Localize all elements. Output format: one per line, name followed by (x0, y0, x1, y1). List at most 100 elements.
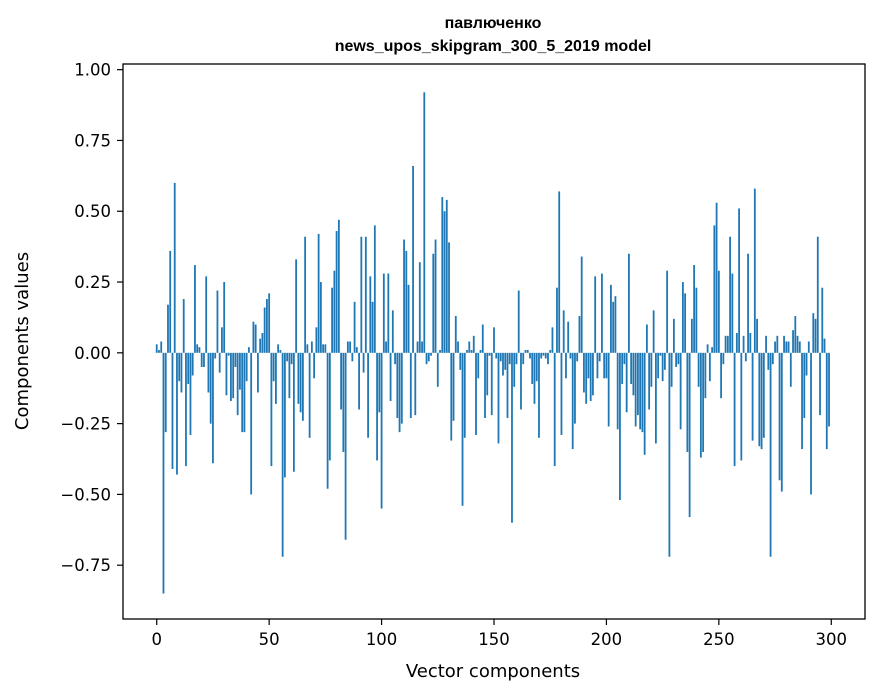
bar (535, 352, 538, 382)
bar (158, 349, 160, 353)
bar (430, 352, 432, 356)
bar (506, 352, 509, 418)
bar (666, 270, 669, 353)
bar (663, 352, 666, 370)
bar (394, 352, 396, 365)
bar (499, 352, 502, 362)
bar (187, 352, 190, 384)
bar (313, 352, 316, 379)
bar (178, 352, 181, 382)
bar (695, 287, 698, 353)
bar (540, 352, 543, 359)
bar (744, 352, 747, 362)
bar (223, 282, 226, 353)
bar (481, 324, 484, 353)
x-tick-label: 150 (478, 630, 510, 649)
bar (335, 231, 338, 353)
bar (661, 352, 664, 382)
x-axis-ticks: 0 50 100 150 200 250 300 (151, 619, 847, 649)
y-tick-label: 1.00 (74, 61, 111, 80)
bar (466, 349, 468, 353)
bar (738, 208, 740, 353)
bar (513, 352, 516, 387)
bar (349, 341, 351, 353)
bar (670, 352, 673, 387)
bar (266, 299, 268, 353)
bar (252, 321, 255, 353)
bar (607, 352, 610, 427)
bar (257, 352, 259, 393)
bar (717, 270, 720, 353)
bar (304, 236, 307, 353)
bar (558, 191, 561, 353)
bar (261, 333, 264, 353)
bar (412, 165, 414, 353)
bar (245, 352, 248, 382)
bar (713, 225, 716, 353)
bar (396, 352, 399, 418)
bar (720, 352, 722, 399)
bar (225, 352, 228, 396)
bar (652, 310, 655, 353)
bar (459, 352, 462, 370)
bar (598, 352, 601, 362)
bar (650, 352, 653, 387)
bar (484, 352, 486, 418)
bar (227, 352, 230, 356)
bar (493, 327, 495, 353)
bar (632, 352, 635, 396)
bar (807, 341, 810, 353)
bar (198, 347, 201, 353)
bar (522, 352, 525, 365)
bar (358, 352, 360, 410)
bar (704, 352, 707, 399)
bar (740, 352, 743, 461)
bar (549, 349, 552, 353)
bar (702, 352, 705, 452)
bar (155, 344, 158, 353)
bar (176, 352, 178, 475)
bar (470, 349, 473, 353)
bar (337, 219, 340, 353)
bar (317, 233, 320, 353)
bar (351, 352, 354, 362)
bar (630, 352, 633, 384)
bar (218, 352, 221, 373)
bar (553, 352, 556, 467)
bar (277, 344, 280, 353)
bar (524, 349, 527, 353)
bar (641, 352, 644, 433)
bar (414, 352, 417, 416)
bar (288, 352, 291, 399)
bar (634, 352, 637, 427)
bar (619, 352, 621, 501)
bar (362, 352, 365, 373)
bar (783, 335, 785, 353)
bar (364, 236, 367, 353)
bar (711, 347, 713, 353)
bar (511, 352, 513, 523)
bar (668, 352, 671, 557)
bar (803, 352, 806, 418)
bar (221, 327, 223, 353)
bar (774, 341, 776, 353)
bar (699, 352, 702, 458)
bar (239, 352, 241, 390)
bar (387, 273, 390, 353)
bar (403, 239, 405, 353)
y-tick-label: 0.25 (74, 273, 111, 292)
bars-group (155, 92, 830, 594)
x-tick-label: 0 (151, 630, 162, 649)
bar (731, 273, 734, 353)
bar (322, 344, 325, 353)
bar (646, 324, 648, 353)
bar (209, 352, 212, 424)
bar (423, 92, 426, 353)
bar (450, 352, 453, 441)
bar (169, 250, 172, 353)
bar (443, 211, 446, 353)
bar (272, 352, 275, 382)
bar (299, 352, 302, 413)
bar (310, 341, 313, 353)
bar (792, 330, 794, 353)
